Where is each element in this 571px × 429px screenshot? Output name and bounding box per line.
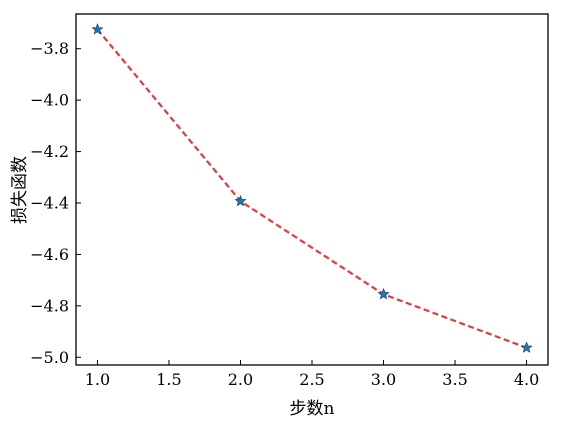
y-tick-label: −3.8 [30, 39, 69, 58]
x-tick-label: 2.0 [228, 370, 253, 389]
series-layer [91, 23, 533, 353]
x-axis-label: 步数n [290, 399, 335, 419]
x-tick-label: 3.5 [442, 370, 467, 389]
data-point [91, 23, 104, 35]
y-tick-label: −4.2 [30, 142, 69, 161]
plot-frame [75, 13, 549, 366]
x-tick-label: 1.0 [85, 370, 110, 389]
y-tick-label: −4.8 [30, 296, 69, 315]
series-line [96, 28, 527, 349]
x-tick-label: 3.0 [371, 370, 396, 389]
y-axis-label: 损失函数 [10, 156, 30, 224]
data-point [234, 194, 247, 207]
y-tick-label: −4.6 [30, 245, 69, 264]
y-axis-ticks: −3.8 −4.0 −4.2 −4.4 −4.6 −4.8 −5.0 [30, 39, 81, 367]
x-tick-label: 4.0 [514, 370, 539, 389]
x-axis-ticks: 1.0 1.5 2.0 2.5 3.0 3.5 4.0 [85, 360, 539, 389]
y-tick-label: −5.0 [30, 348, 69, 367]
y-tick-label: −4.4 [30, 194, 69, 213]
data-point [520, 341, 533, 353]
x-tick-label: 2.5 [299, 370, 324, 389]
y-tick-label: −4.0 [30, 91, 69, 110]
data-point [377, 287, 390, 300]
x-tick-label: 1.5 [156, 370, 181, 389]
